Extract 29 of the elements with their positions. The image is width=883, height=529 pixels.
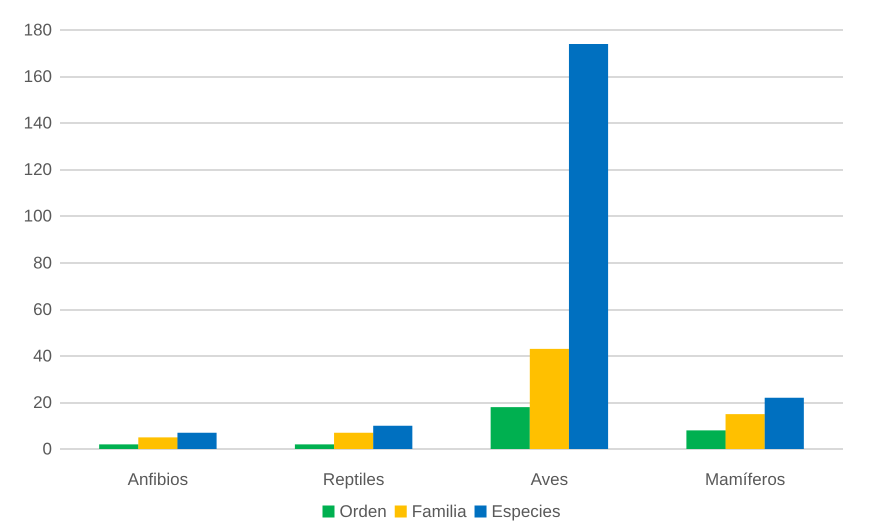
y-tick-label: 80 xyxy=(33,253,52,272)
y-tick-label: 160 xyxy=(24,67,52,86)
legend-label: Familia xyxy=(412,502,468,521)
bar xyxy=(764,398,804,449)
bar xyxy=(294,444,334,449)
bar xyxy=(177,432,217,449)
y-tick-label: 180 xyxy=(24,20,52,40)
bar xyxy=(530,348,569,449)
bar xyxy=(334,432,374,449)
legend-label: Especies xyxy=(492,502,561,521)
bar xyxy=(99,444,138,449)
bar xyxy=(726,414,765,449)
x-tick-label: Mamíferos xyxy=(704,470,786,489)
y-tick-label: 20 xyxy=(33,392,52,412)
y-tick-label: 100 xyxy=(24,206,52,226)
bar xyxy=(490,407,530,449)
y-tick-label: 120 xyxy=(24,160,52,180)
x-tick-label: Aves xyxy=(530,470,568,489)
legend-label: Orden xyxy=(339,502,387,521)
y-tick-label: 0 xyxy=(42,440,52,458)
bar xyxy=(138,437,178,449)
y-tick-label: 60 xyxy=(33,300,52,319)
y-tick-label: 140 xyxy=(24,114,52,133)
x-tick-label: Anfibios xyxy=(128,470,188,489)
bar xyxy=(373,426,412,449)
x-tick-label: Reptiles xyxy=(322,470,384,489)
bar xyxy=(686,430,726,449)
y-tick-label: 40 xyxy=(33,346,52,366)
bar xyxy=(568,44,608,449)
